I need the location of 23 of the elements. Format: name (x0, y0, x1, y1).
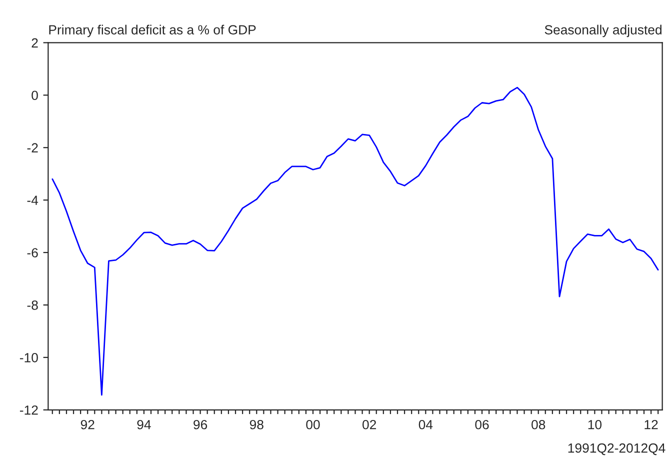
y-tick-label: 2 (32, 38, 38, 48)
x-tick-label: 12 (644, 420, 658, 430)
x-tick-label: 04 (418, 420, 433, 430)
y-tick-label: 0 (32, 90, 38, 100)
x-tick-label: 92 (80, 420, 94, 430)
x-tick-label: 94 (137, 420, 151, 430)
y-tick-label: -10 (20, 352, 38, 362)
y-tick-label: -4 (27, 196, 38, 205)
chart-subtitle: Seasonally adjusted (544, 24, 662, 38)
x-tick-label: 06 (475, 420, 489, 430)
x-tick-label: 96 (194, 420, 208, 430)
y-tick-label: -2 (27, 143, 38, 152)
x-tick-label: 98 (250, 420, 264, 430)
y-tick-label: -12 (20, 405, 38, 415)
x-tick-label: 10 (588, 420, 602, 430)
chart-title: Primary fiscal deficit as a % of GDP (49, 24, 256, 38)
text: 1991Q2-2012Q4 (568, 443, 666, 456)
line-series (52, 86, 659, 396)
x-tick-label: 08 (532, 420, 546, 430)
y-tick-label: -6 (27, 248, 38, 258)
x-tick-label: 00 (306, 420, 320, 430)
x-tick-label: 02 (362, 420, 376, 430)
y-tick-label: -8 (27, 300, 38, 310)
